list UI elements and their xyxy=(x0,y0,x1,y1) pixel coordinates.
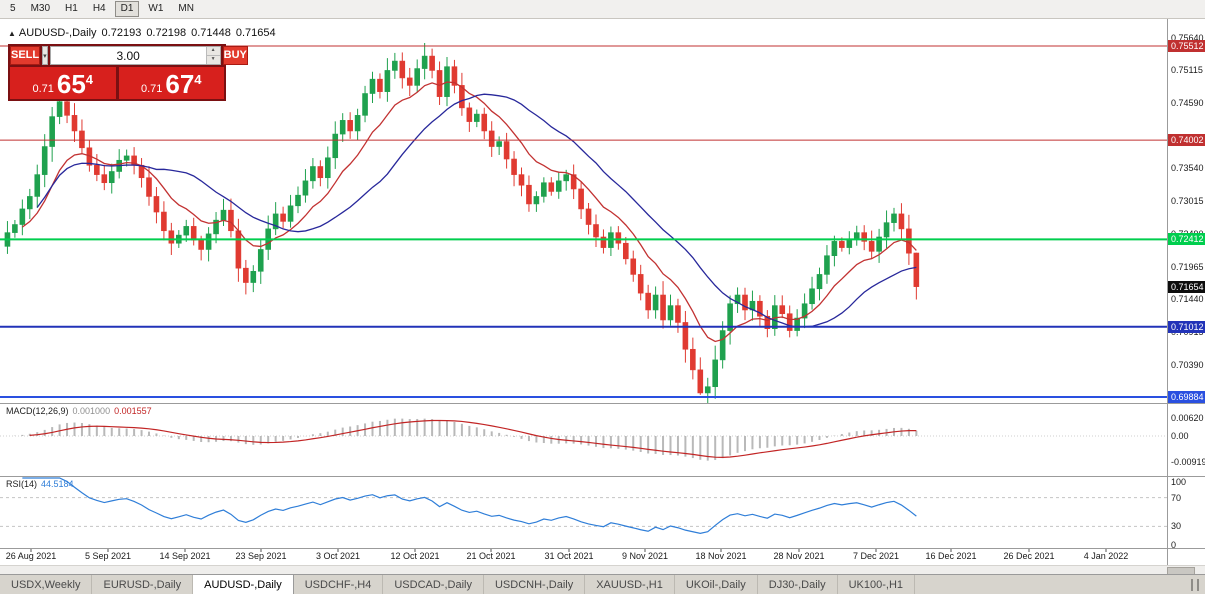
price-scale-label: 0.74590 xyxy=(1171,97,1204,108)
timeframe-button-m30[interactable]: M30 xyxy=(25,1,56,17)
timeframe-button-5[interactable]: 5 xyxy=(4,1,22,17)
chart-horizontal-scrollbar[interactable] xyxy=(0,565,1205,575)
rsi-scale-label: 100 xyxy=(1171,477,1187,487)
macd-signal-value: 0.001557 xyxy=(114,406,152,416)
quote-high: 0.72198 xyxy=(146,27,187,39)
timeframe-button-d1[interactable]: D1 xyxy=(114,1,140,17)
price-level-badge: 0.72412 xyxy=(1168,233,1205,246)
date-label: 4 Jan 2022 xyxy=(1083,551,1129,561)
date-label: 26 Aug 2021 xyxy=(5,551,57,561)
chart-tab-xauusd-h1[interactable]: XAUUSD-,H1 xyxy=(585,575,675,594)
lot-increase-button[interactable]: ▲ xyxy=(206,47,220,56)
quote-close: 0.71654 xyxy=(235,27,276,39)
chart-tab-eurusd-daily[interactable]: EURUSD-,Daily xyxy=(92,575,194,594)
rsi-value: 44.5184 xyxy=(41,479,74,489)
date-label: 18 Nov 2021 xyxy=(695,551,747,561)
rsi-indicator-label: RSI(14) 44.5184 xyxy=(6,479,74,489)
sell-button[interactable]: SELL xyxy=(10,46,41,65)
date-label: 12 Oct 2021 xyxy=(390,551,440,561)
price-scale-label: 0.70390 xyxy=(1171,359,1204,370)
buy-price-pipette: 4 xyxy=(194,72,202,87)
price-level-badge: 0.69884 xyxy=(1168,391,1205,404)
buy-price-button[interactable]: 0.71 67 4 xyxy=(118,67,224,99)
chevron-down-icon: ▾ xyxy=(43,52,47,60)
chart-tab-audusd-daily[interactable]: AUDUSD-,Daily xyxy=(193,575,294,594)
date-label: 3 Oct 2021 xyxy=(315,551,361,561)
sell-price-button[interactable]: 0.71 65 4 xyxy=(10,67,116,99)
macd-scale-label: -0.00919 xyxy=(1171,457,1205,468)
price-scale-label: 0.75115 xyxy=(1171,65,1203,76)
rsi-scale-label: 70 xyxy=(1171,492,1182,503)
macd-name: MACD(12,26,9) xyxy=(6,406,69,416)
lot-decrease-button[interactable]: ▼ xyxy=(206,56,220,64)
chart-tab-usdcad-daily[interactable]: USDCAD-,Daily xyxy=(383,575,484,594)
price-scale-label: 0.71965 xyxy=(1171,261,1204,272)
timeframe-button-mn[interactable]: MN xyxy=(172,1,200,17)
date-label: 28 Nov 2021 xyxy=(773,551,825,561)
current-price-badge: 0.71654 xyxy=(1168,280,1205,293)
timeframe-button-w1[interactable]: W1 xyxy=(142,1,169,17)
date-label: 7 Dec 2021 xyxy=(852,551,900,561)
tab-scroll-handle[interactable] xyxy=(1191,575,1199,594)
date-label: 31 Oct 2021 xyxy=(544,551,594,561)
price-level-badge: 0.71012 xyxy=(1168,320,1205,333)
buy-price-pips: 67 xyxy=(165,69,195,99)
rsi-name: RSI(14) xyxy=(6,479,38,489)
price-level-badge: 0.74002 xyxy=(1168,134,1205,147)
chart-tab-uk100-h1[interactable]: UK100-,H1 xyxy=(838,575,916,594)
price-scale-label: 0.73015 xyxy=(1171,196,1204,207)
timeframe-toolbar: 5 M30 H1 H4 D1 W1 MN xyxy=(0,0,1205,19)
macd-scale-label: 0.00620 xyxy=(1171,412,1204,423)
date-label: 16 Dec 2021 xyxy=(925,551,977,561)
lot-preset-dropdown[interactable]: ▾ xyxy=(42,46,48,65)
lot-size-stepper: ▲ ▼ xyxy=(49,46,221,65)
price-level-badge: 0.75512 xyxy=(1168,39,1205,52)
timeframe-button-h4[interactable]: H4 xyxy=(87,1,112,17)
chart-tab-dj30-daily[interactable]: DJ30-,Daily xyxy=(758,575,838,594)
date-label: 21 Oct 2021 xyxy=(466,551,516,561)
chart-tab-usdcnh-daily[interactable]: USDCNH-,Daily xyxy=(484,575,586,594)
chart-tab-usdchf-h4[interactable]: USDCHF-,H4 xyxy=(294,575,384,594)
sell-price-pipette: 4 xyxy=(85,72,94,87)
chart-quote-line: ▲ AUDUSD-,Daily 0.72193 0.72198 0.71448 0.716… xyxy=(8,27,281,39)
sell-price-prefix: 0.71 xyxy=(32,83,54,95)
macd-scale-label: 0.00 xyxy=(1171,430,1189,441)
rsi-scale-label: 0 xyxy=(1171,540,1177,550)
macd-indicator-label: MACD(12,26,9) 0.001000 0.001557 xyxy=(6,406,152,416)
chart-tab-ukoil-daily[interactable]: UKOil-,Daily xyxy=(675,575,758,594)
date-label: 5 Sep 2021 xyxy=(84,551,132,561)
macd-value: 0.001000 xyxy=(72,406,111,416)
quote-low: 0.71448 xyxy=(191,27,231,39)
sell-price-pips: 65 xyxy=(56,69,86,99)
buy-button[interactable]: BUY xyxy=(222,46,248,65)
date-label: 23 Sep 2021 xyxy=(235,551,287,561)
date-label: 26 Dec 2021 xyxy=(1003,551,1055,561)
chart-tab-bar: USDX,Weekly EURUSD-,Daily AUDUSD-,Daily USD… xyxy=(0,574,1205,594)
price-scale-label: 0.73540 xyxy=(1171,163,1204,174)
price-scale-label: 0.75640 xyxy=(1171,32,1204,43)
quote-symbol: AUDUSD-,Daily xyxy=(18,27,97,39)
price-scale-label: 0.71440 xyxy=(1171,294,1204,305)
quote-open: 0.72193 xyxy=(101,27,142,39)
date-label: 9 Nov 2021 xyxy=(621,551,669,561)
lot-size-input[interactable] xyxy=(50,47,206,64)
rsi-scale-label: 30 xyxy=(1171,521,1182,532)
symbol-marker-icon: ▲ xyxy=(8,29,16,38)
chart-tab-usdx-weekly[interactable]: USDX,Weekly xyxy=(0,575,93,594)
buy-price-prefix: 0.71 xyxy=(140,83,163,95)
date-label: 14 Sep 2021 xyxy=(159,551,211,561)
timeframe-button-h1[interactable]: H1 xyxy=(59,1,84,17)
